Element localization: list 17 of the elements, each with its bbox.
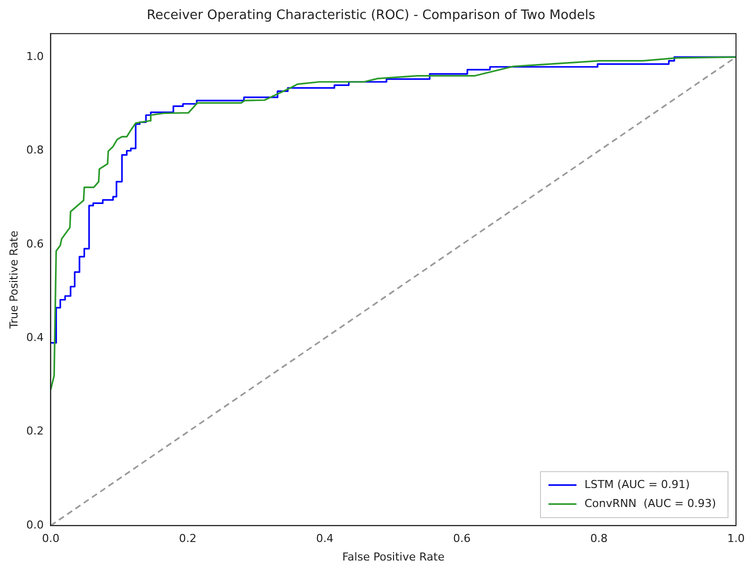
x-tick-label: 0.8 xyxy=(590,532,608,546)
x-tick-label: 1.0 xyxy=(727,532,745,546)
legend-label: ConvRNN (AUC = 0.93) xyxy=(584,496,716,510)
x-tick-label: 0.6 xyxy=(453,532,471,546)
y-tick-label: 0.6 xyxy=(26,237,44,250)
x-axis-title: False Positive Rate xyxy=(342,550,445,564)
legend-label: LSTM (AUC = 0.91) xyxy=(584,478,690,491)
x-tick-label: 0.0 xyxy=(42,532,60,546)
y-axis-title: True Positive Rate xyxy=(7,230,20,330)
chart-title: Receiver Operating Characteristic (ROC) - Comparison of Two Models xyxy=(146,8,596,24)
x-tick-label: 0.4 xyxy=(316,532,334,546)
y-tick-label: 0.8 xyxy=(26,144,44,157)
y-tick-label: 0.4 xyxy=(26,331,44,344)
y-tick-label: 0.0 xyxy=(26,518,44,532)
y-tick-label: 0.2 xyxy=(26,424,44,438)
y-tick-label: 1.0 xyxy=(26,50,44,63)
x-tick-label: 0.2 xyxy=(179,532,197,546)
